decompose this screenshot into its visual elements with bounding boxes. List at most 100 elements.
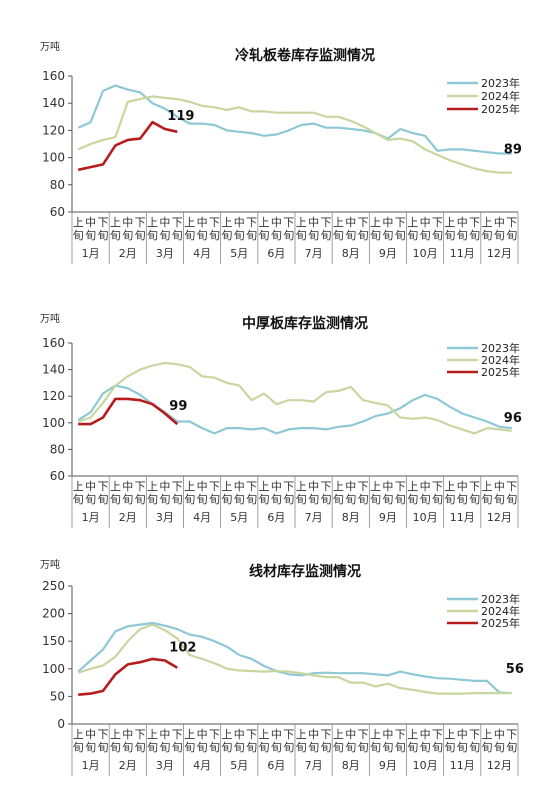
series-line-2024年 [77,95,512,174]
x-tick-label: 下 [172,728,183,741]
x-tick-label: 旬 [432,229,443,242]
x-tick-label: 旬 [407,741,418,754]
x-tick-label: 上 [110,480,121,493]
x-tick-label: 下 [320,728,331,741]
x-tick-label: 旬 [259,229,270,242]
x-tick-label: 旬 [221,741,232,754]
x-tick-label: 中 [345,480,356,493]
x-tick-label: 旬 [209,741,220,754]
chart-title: 中厚板库存监测情况 [242,315,368,332]
x-tick-label: 下 [135,216,146,229]
x-tick-label: 旬 [296,229,307,242]
x-tick-label: 下 [395,216,406,229]
x-tick-label: 下 [395,728,406,741]
x-tick-label: 旬 [482,493,493,506]
x-tick-label: 旬 [234,493,245,506]
x-tick-label: 下 [320,480,331,493]
x-tick-label: 旬 [370,741,381,754]
x-tick-label: 上 [407,728,418,741]
x-tick-label: 下 [209,480,220,493]
x-tick-label: 中 [382,216,393,229]
x-tick-label: 旬 [395,741,406,754]
x-tick-label: 中 [271,728,282,741]
x-tick-label: 上 [184,728,195,741]
x-tick-label: 旬 [234,741,245,754]
x-tick-label: 下 [135,480,146,493]
x-tick-label: 旬 [122,229,133,242]
x-tick-label: 旬 [444,741,455,754]
month-label: 9月 [379,759,397,772]
y-tick-label: 200 [42,607,65,621]
x-tick-label: 下 [172,216,183,229]
x-tick-label: 上 [296,728,307,741]
legend-entry: 2023年 [481,592,520,606]
month-label: 8月 [342,511,360,524]
y-tick-label: 50 [50,689,65,703]
data-label: 99 [169,399,187,414]
x-tick-label: 旬 [259,493,270,506]
x-tick-label: 旬 [197,229,208,242]
x-tick-label: 旬 [283,229,294,242]
data-label: 89 [504,143,522,158]
x-tick-label: 旬 [457,741,468,754]
x-tick-label: 中 [122,216,133,229]
x-tick-label: 中 [197,480,208,493]
x-tick-label: 下 [506,728,517,741]
x-tick-label: 中 [308,728,319,741]
x-tick-label: 旬 [135,229,146,242]
x-tick-label: 上 [370,216,381,229]
month-label: 2月 [119,511,137,524]
x-tick-label: 旬 [320,493,331,506]
y-tick-label: 60 [50,469,65,483]
x-tick-label: 上 [259,216,270,229]
x-tick-label: 旬 [135,741,146,754]
x-tick-label: 旬 [271,741,282,754]
legend-entry: 2024年 [481,89,520,103]
month-label: 5月 [230,247,248,260]
month-label: 4月 [193,759,211,772]
x-tick-label: 旬 [320,229,331,242]
series-line-2025年 [78,397,179,426]
y-tick-label: 120 [42,123,65,137]
x-tick-label: 旬 [97,741,108,754]
x-tick-label: 中 [382,480,393,493]
month-label: 8月 [342,759,360,772]
month-label: 3月 [156,759,174,772]
x-tick-label: 旬 [469,741,480,754]
month-label: 4月 [193,247,211,260]
x-tick-label: 旬 [494,741,505,754]
month-label: 3月 [156,247,174,260]
x-tick-label: 中 [85,480,96,493]
x-tick-label: 中 [159,216,170,229]
month-label: 10月 [413,759,438,772]
month-label: 11月 [450,247,475,260]
x-tick-label: 下 [283,216,294,229]
x-tick-label: 旬 [85,493,96,506]
x-tick-label: 旬 [407,229,418,242]
x-tick-label: 旬 [358,493,369,506]
x-tick-label: 中 [420,728,431,741]
x-tick-label: 上 [482,480,493,493]
data-label: 119 [167,109,194,124]
x-tick-label: 上 [482,216,493,229]
month-label: 7月 [305,247,323,260]
x-tick-label: 旬 [296,741,307,754]
y-tick-label: 100 [42,151,65,165]
x-tick-label: 上 [221,216,232,229]
x-tick-label: 旬 [370,229,381,242]
x-tick-label: 旬 [221,493,232,506]
x-tick-label: 旬 [259,741,270,754]
x-tick-label: 旬 [308,741,319,754]
x-tick-label: 下 [358,216,369,229]
y-tick-label: 140 [42,363,65,377]
month-label: 6月 [267,511,285,524]
x-tick-label: 旬 [482,229,493,242]
series-line-2023年 [77,384,512,435]
x-tick-label: 旬 [147,493,158,506]
x-tick-label: 中 [494,216,505,229]
y-tick-label: 0 [57,717,65,731]
x-tick-label: 旬 [308,493,319,506]
month-label: 1月 [82,759,100,772]
month-label: 7月 [305,759,323,772]
x-tick-label: 旬 [345,229,356,242]
